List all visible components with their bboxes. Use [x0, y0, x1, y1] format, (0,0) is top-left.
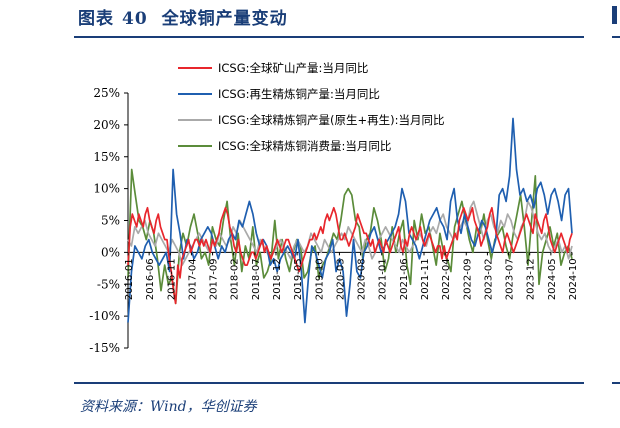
title-divider: [74, 36, 584, 38]
series-line-2: [127, 117, 573, 324]
figure-label: 图表: [78, 9, 114, 29]
legend-label-3: ICSG:全球精炼铜产量(原生+再生):当月同比: [218, 113, 445, 127]
x-tick-label: 2021-01: [378, 258, 389, 300]
x-axis-tick-labels: 2016-01 2016-06 2016-11 2017-04 2017-09 2018-…: [124, 252, 579, 300]
chart-legend: ICSG:全球矿山产量:当月同比 ICSG:再生精炼铜产量:当月同比 ICSG:全球…: [178, 61, 445, 153]
copper-production-line-chart: ICSG:全球矿山产量:当月同比 ICSG:再生精炼铜产量:当月同比 ICSG:全球…: [89, 61, 579, 355]
y-tick-label: -10%: [89, 309, 120, 323]
y-tick-label: 20%: [93, 118, 120, 132]
chart-series: [127, 117, 573, 324]
x-tick-label: 2019-05: [293, 258, 304, 300]
x-tick-label: 2022-04: [441, 258, 452, 300]
chart-axes: 25% 20% 15% 10% 5% 0% -5% -10% -15%: [89, 86, 572, 355]
y-tick-label: 10%: [93, 182, 120, 196]
x-tick-label: 2016-06: [145, 258, 156, 300]
y-tick-label: 15%: [93, 150, 120, 164]
legend-label-1: ICSG:全球矿山产量:当月同比: [218, 61, 368, 75]
x-tick-label: 2022-09: [462, 258, 473, 300]
y-tick-label: -5%: [97, 277, 120, 291]
y-tick-label: -15%: [89, 341, 120, 355]
figure-number: 40: [122, 9, 148, 29]
legend-label-4: ICSG:全球精炼铜消费量:当月同比: [218, 139, 391, 153]
footer-divider: [74, 382, 584, 384]
x-tick-label: 2017-04: [187, 258, 198, 300]
x-tick-label: 2023-07: [505, 258, 516, 300]
x-tick-label: 2021-06: [399, 258, 410, 300]
source-note: 资料来源：Wind，华创证券: [80, 399, 257, 415]
next-figure-divider-bottom: [612, 382, 620, 384]
x-tick-label: 2017-09: [209, 258, 220, 300]
x-tick-label: 2020-08: [357, 258, 368, 300]
next-figure-edge-mark: [612, 6, 617, 24]
x-tick-label: 2024-10: [568, 258, 579, 300]
figure-title-text: 全球铜产量变动: [161, 9, 288, 29]
x-tick-label: 2020-03: [335, 258, 346, 300]
x-tick-label: 2021-11: [420, 258, 431, 300]
x-tick-label: 2019-10: [314, 258, 325, 300]
x-tick-label: 2018-12: [272, 258, 283, 300]
y-tick-label: 0%: [101, 245, 120, 259]
x-tick-label: 2018-07: [251, 258, 262, 300]
series-line-1: [127, 206, 573, 305]
series-line-4: [127, 168, 573, 305]
x-tick-label: 2016-01: [124, 258, 135, 300]
next-figure-divider-top: [612, 36, 620, 38]
y-tick-label: 5%: [101, 214, 120, 228]
legend-label-2: ICSG:再生精炼铜产量:当月同比: [218, 87, 380, 101]
figure-title: 图表 40 全球铜产量变动: [78, 4, 288, 29]
series-line-3: [127, 200, 573, 266]
x-tick-label: 2023-02: [483, 258, 494, 300]
x-tick-label: 2023-12: [526, 258, 537, 300]
x-tick-label: 2024-05: [547, 258, 558, 300]
x-tick-label: 2018-02: [230, 258, 241, 300]
x-tick-label: 2016-11: [166, 258, 177, 300]
y-tick-label: 25%: [93, 86, 120, 100]
